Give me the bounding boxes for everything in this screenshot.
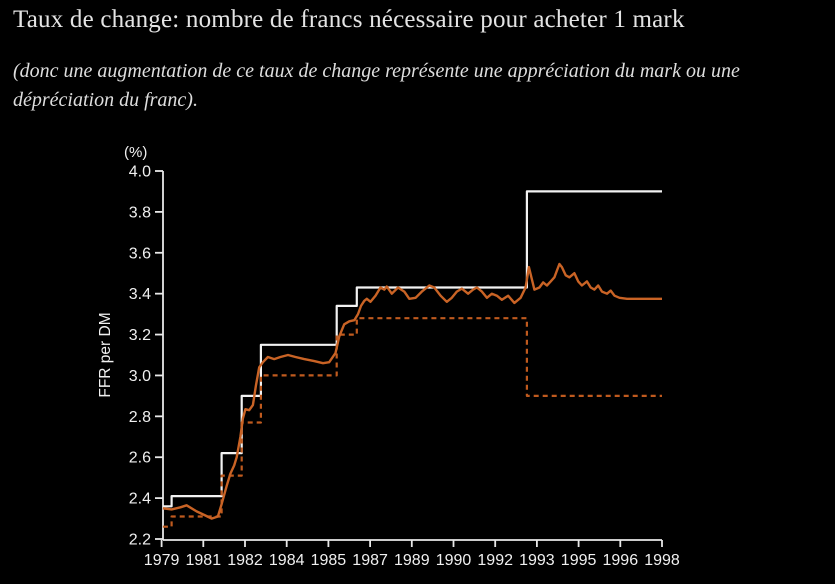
x-tick-label: 1987 [352, 552, 388, 569]
band-lower-limit-line [162, 317, 662, 528]
exchange-rate-line [162, 262, 662, 520]
x-tick-label: 1989 [394, 552, 430, 569]
unit-label: (%) [124, 144, 147, 161]
page-subtitle-line1: (donc une augmentation de ce taux de cha… [13, 60, 740, 82]
y-tick-label: 2.4 [129, 491, 151, 508]
y-tick-label: 2.6 [129, 450, 151, 467]
x-tick-label: 1998 [644, 552, 680, 569]
x-tick-label: 1982 [227, 552, 263, 569]
x-tick-label: 1984 [269, 552, 305, 569]
x-tick-label: 1995 [561, 552, 597, 569]
y-tick-label: 3.0 [129, 368, 151, 385]
y-tick-label: 4.0 [129, 164, 151, 181]
x-tick-label: 1990 [436, 552, 472, 569]
x-tick-label: 1996 [603, 552, 639, 569]
x-tick-label: 1985 [311, 552, 347, 569]
page-title: Taux de change: nombre de francs nécessa… [13, 6, 685, 33]
y-tick-label: 3.6 [129, 245, 151, 262]
x-tick-label: 1979 [144, 552, 180, 569]
x-tick-label: 1981 [186, 552, 222, 569]
y-tick-label: 3.2 [129, 327, 151, 344]
y-tick-label: 2.2 [129, 532, 151, 549]
y-tick-label: 3.4 [129, 286, 151, 303]
y-tick-label: 3.8 [129, 204, 151, 221]
x-tick-label: 1993 [519, 552, 555, 569]
page-subtitle: (donc une augmentation de ce taux de cha… [13, 57, 828, 115]
band-upper-limit-line [162, 190, 662, 508]
y-tick-label: 2.8 [129, 409, 151, 426]
x-tick-label: 1992 [477, 552, 513, 569]
page-subtitle-line2: dépréciation du franc). [13, 89, 198, 111]
y-axis-title: FFR per DM [97, 312, 114, 397]
